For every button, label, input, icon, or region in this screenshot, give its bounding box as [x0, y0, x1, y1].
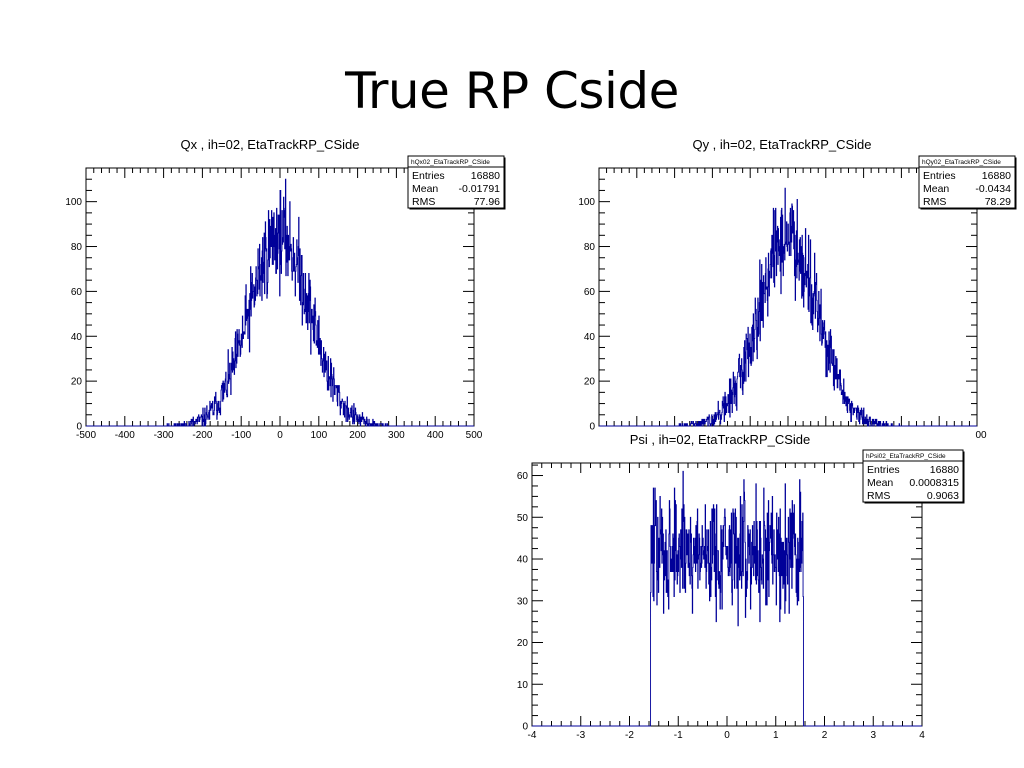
y-tick-label: 40 — [517, 555, 529, 566]
stats-value: 16880 — [930, 464, 959, 476]
axis-ticks — [598, 167, 978, 427]
y-tick-label: 50 — [517, 513, 529, 524]
y-tick-label: 30 — [517, 596, 529, 607]
y-tick-label: 20 — [517, 638, 529, 649]
stats-value: 16880 — [471, 170, 500, 182]
histogram-series — [599, 187, 977, 427]
y-tick-label: 0 — [522, 722, 528, 733]
y-tick-label: 100 — [65, 197, 82, 208]
x-tick-label: 3 — [870, 730, 876, 741]
x-tick-label: -1 — [674, 730, 683, 741]
y-tick-label: 100 — [578, 197, 595, 208]
stats-value: -0.01791 — [459, 183, 501, 195]
x-tick-label: 500 — [466, 430, 483, 441]
x-tick-label: -100 — [231, 430, 251, 441]
x-tick-label: 2 — [822, 730, 828, 741]
stats-box-frame — [862, 449, 964, 503]
stats-name: hQy02_EtaTrackRP_CSide — [922, 159, 1001, 166]
qx-histogram: Qx , ih=02, EtaTrackRP_CSide 0 20 40 60 80 100… — [65, 137, 506, 441]
y-tick-label: 80 — [71, 242, 83, 253]
y-tick-label: 60 — [517, 471, 529, 482]
y-tick-label: 0 — [76, 422, 82, 433]
slide-title: True RP Cside — [345, 62, 679, 120]
x-tick-label: 100 — [310, 430, 327, 441]
stats-value: 78.29 — [985, 196, 1011, 208]
qy-histogram: Qy , ih=02, EtaTrackRP_CSide 0 20 40 60 80 100… — [578, 137, 1017, 441]
x-tick-label: -500 — [76, 430, 96, 441]
stats-label: RMS — [867, 490, 890, 502]
stats-box-frame — [407, 155, 505, 209]
stats-label: Mean — [412, 183, 438, 195]
x-tick-label: 4 — [919, 730, 925, 741]
x-tick-label: 400 — [427, 430, 444, 441]
stats-label: RMS — [412, 196, 435, 208]
x-tick-label: -2 — [625, 730, 634, 741]
x-tick-label: -400 — [115, 430, 135, 441]
y-tick-label: 40 — [71, 332, 83, 343]
stats-value: 16880 — [982, 170, 1011, 182]
stats-label: RMS — [923, 196, 946, 208]
stats-value: 0.9063 — [927, 490, 959, 502]
x-tick-label: 1 — [773, 730, 779, 741]
stats-label: Entries — [923, 170, 956, 182]
histogram-series — [86, 178, 474, 427]
y-tick-label: 20 — [584, 377, 596, 388]
x-tick-label: 0 — [724, 730, 730, 741]
stats-label: Mean — [867, 477, 893, 489]
stats-box: hQx02_EtaTrackRP_CSide Entries 16880 Mean -0… — [407, 155, 506, 210]
stats-label: Entries — [867, 464, 900, 476]
stats-label: Entries — [412, 170, 445, 182]
stats-label: Mean — [923, 183, 949, 195]
y-tick-label: 60 — [584, 287, 596, 298]
psi-histogram: Psi , ih=02, EtaTrackRP_CSide01020304050… — [517, 432, 965, 741]
x-tick-label: 0 — [277, 430, 283, 441]
y-tick-label: 60 — [71, 287, 83, 298]
stats-box: hQy02_EtaTrackRP_CSide Entries 16880 Mean -0… — [918, 155, 1017, 210]
y-tick-label: 0 — [589, 422, 595, 433]
chart-title: Qx , ih=02, EtaTrackRP_CSide — [180, 137, 359, 152]
y-tick-label: 80 — [584, 242, 596, 253]
stats-name: hPsi02_EtaTrackRP_CSide — [866, 453, 946, 460]
x-tick-label: -300 — [154, 430, 174, 441]
x-tick-label: 00 — [975, 430, 987, 441]
histogram-series — [532, 470, 922, 727]
stats-box: hPsi02_EtaTrackRP_CSide Entries 16880 Mean 0… — [862, 449, 965, 504]
x-tick-label: 300 — [388, 430, 405, 441]
x-tick-label: -3 — [576, 730, 585, 741]
stats-value: -0.0434 — [975, 183, 1011, 195]
stats-value: 77.96 — [474, 196, 500, 208]
stats-name: hQx02_EtaTrackRP_CSide — [411, 159, 490, 166]
y-tick-label: 10 — [517, 680, 529, 691]
y-tick-label: 20 — [71, 377, 83, 388]
x-tick-label: 200 — [349, 430, 366, 441]
chart-title: Qy , ih=02, EtaTrackRP_CSide — [692, 137, 871, 152]
y-tick-label: 40 — [584, 332, 596, 343]
chart-title: Psi , ih=02, EtaTrackRP_CSide — [630, 432, 811, 447]
x-tick-label: -200 — [192, 430, 212, 441]
x-tick-label: -4 — [528, 730, 537, 741]
stats-value: 0.0008315 — [909, 477, 959, 489]
